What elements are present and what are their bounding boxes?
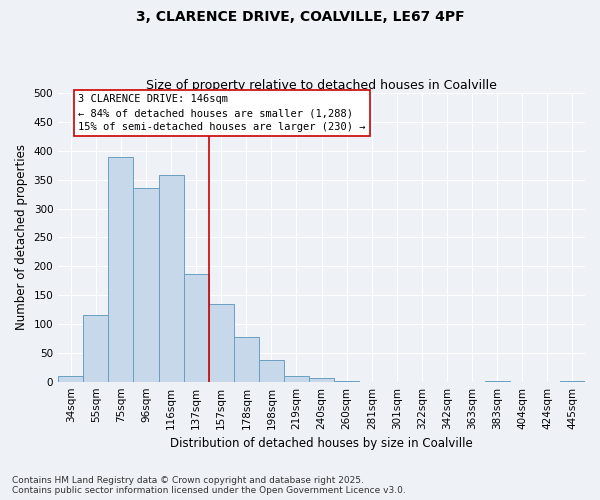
Text: 3 CLARENCE DRIVE: 146sqm
← 84% of detached houses are smaller (1,288)
15% of sem: 3 CLARENCE DRIVE: 146sqm ← 84% of detach… [78, 94, 366, 132]
Bar [109, 156, 133, 382]
X-axis label: Distribution of detached houses by size in Coalville: Distribution of detached houses by size … [170, 437, 473, 450]
Bar [158, 175, 184, 382]
Bar [184, 274, 209, 382]
Text: Contains HM Land Registry data © Crown copyright and database right 2025.
Contai: Contains HM Land Registry data © Crown c… [12, 476, 406, 495]
Bar [58, 376, 83, 382]
Bar [83, 316, 109, 382]
Bar [334, 380, 359, 382]
Title: Size of property relative to detached houses in Coalville: Size of property relative to detached ho… [146, 79, 497, 92]
Bar [560, 380, 585, 382]
Bar [234, 337, 259, 382]
Bar [209, 304, 234, 382]
Bar [485, 380, 510, 382]
Text: 3, CLARENCE DRIVE, COALVILLE, LE67 4PF: 3, CLARENCE DRIVE, COALVILLE, LE67 4PF [136, 10, 464, 24]
Bar [259, 360, 284, 382]
Y-axis label: Number of detached properties: Number of detached properties [15, 144, 28, 330]
Bar [309, 378, 334, 382]
Bar [284, 376, 309, 382]
Bar [133, 188, 158, 382]
